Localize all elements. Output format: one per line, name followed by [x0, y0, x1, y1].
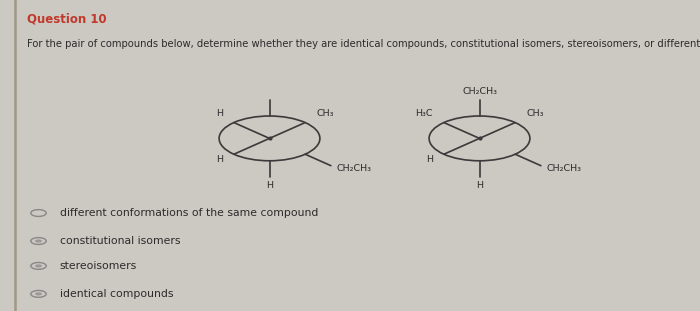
Text: CH₃: CH₃ — [316, 109, 333, 118]
Text: H: H — [266, 181, 273, 190]
Text: CH₂CH₃: CH₂CH₃ — [547, 164, 582, 173]
Text: H: H — [426, 155, 433, 164]
Text: H: H — [476, 181, 483, 190]
Text: H: H — [216, 155, 223, 164]
Text: different conformations of the same compound: different conformations of the same comp… — [60, 208, 318, 218]
Text: identical compounds: identical compounds — [60, 289, 173, 299]
Circle shape — [35, 239, 42, 243]
Text: H: H — [216, 109, 223, 118]
Text: stereoisomers: stereoisomers — [60, 261, 136, 271]
Circle shape — [35, 264, 42, 267]
Text: H₃C: H₃C — [416, 109, 433, 118]
Text: Question 10: Question 10 — [27, 12, 106, 26]
Text: constitutional isomers: constitutional isomers — [60, 236, 180, 246]
Text: CH₂CH₃: CH₂CH₃ — [337, 164, 372, 173]
Text: CH₃: CH₃ — [526, 109, 543, 118]
Circle shape — [35, 292, 42, 295]
Text: CH₂CH₃: CH₂CH₃ — [462, 87, 497, 96]
Text: For the pair of compounds below, determine whether they are identical compounds,: For the pair of compounds below, determi… — [27, 39, 700, 49]
